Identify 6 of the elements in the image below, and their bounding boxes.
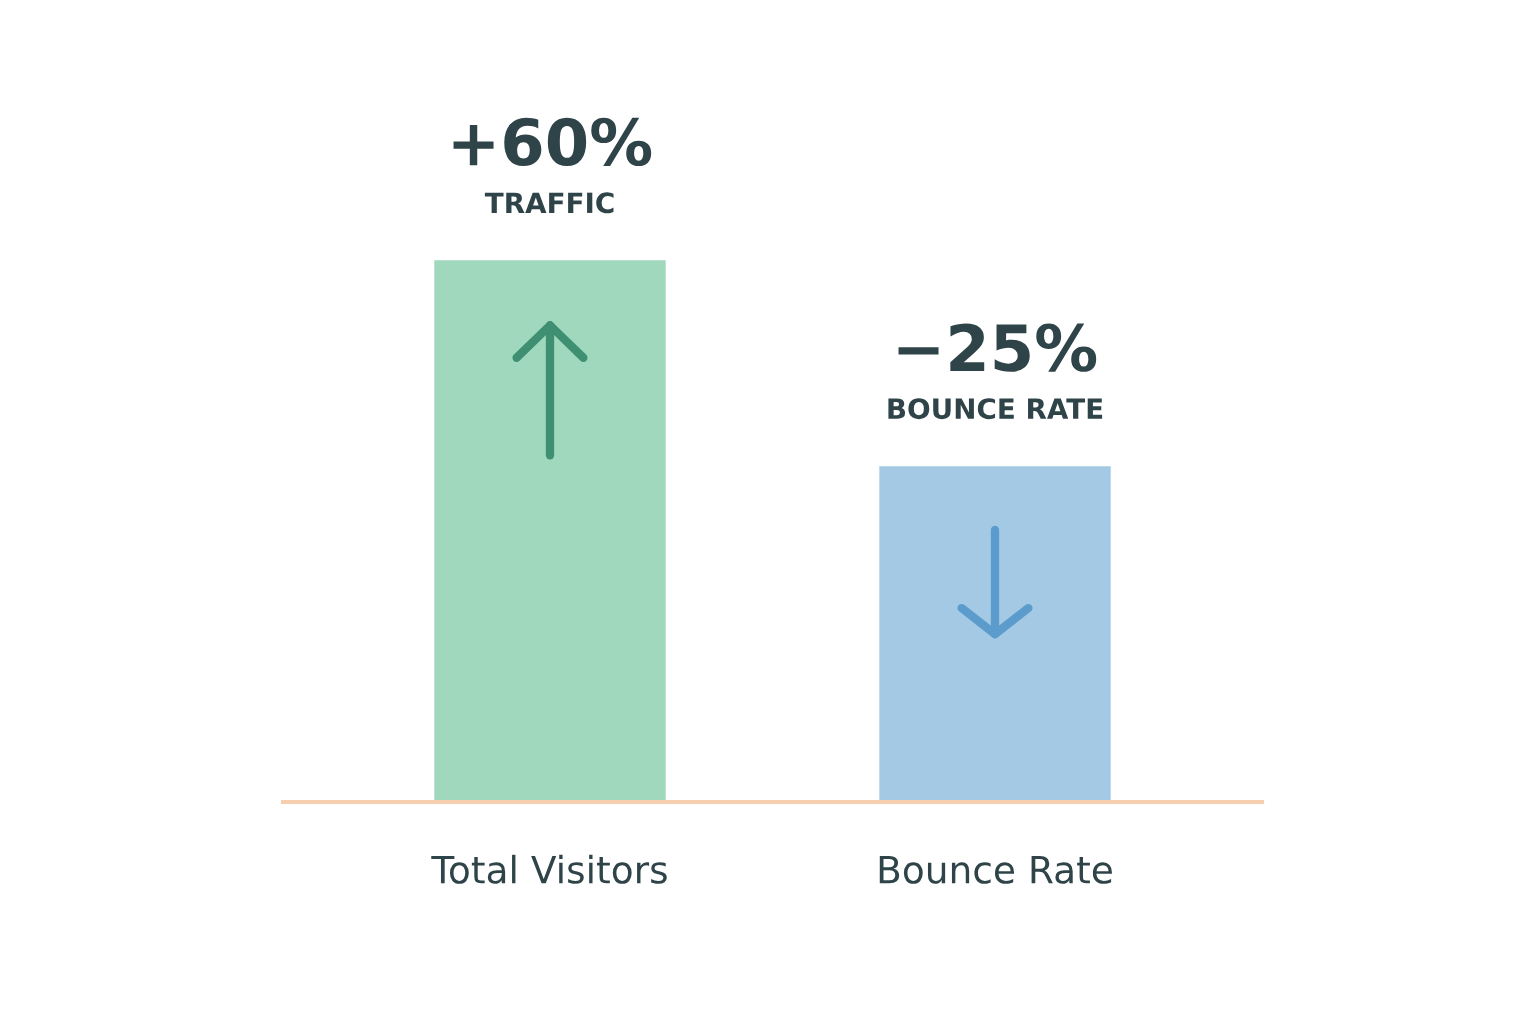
annotation: BOUNCE RATE xyxy=(888,398,1103,420)
x-tick-label: Total Visitors xyxy=(431,854,667,884)
x-tick-label: Bounce Rate xyxy=(879,855,1112,884)
annotation: +60% xyxy=(453,117,652,167)
annotation: −25% xyxy=(898,323,1097,372)
annotation: TRAFFIC xyxy=(484,192,614,214)
